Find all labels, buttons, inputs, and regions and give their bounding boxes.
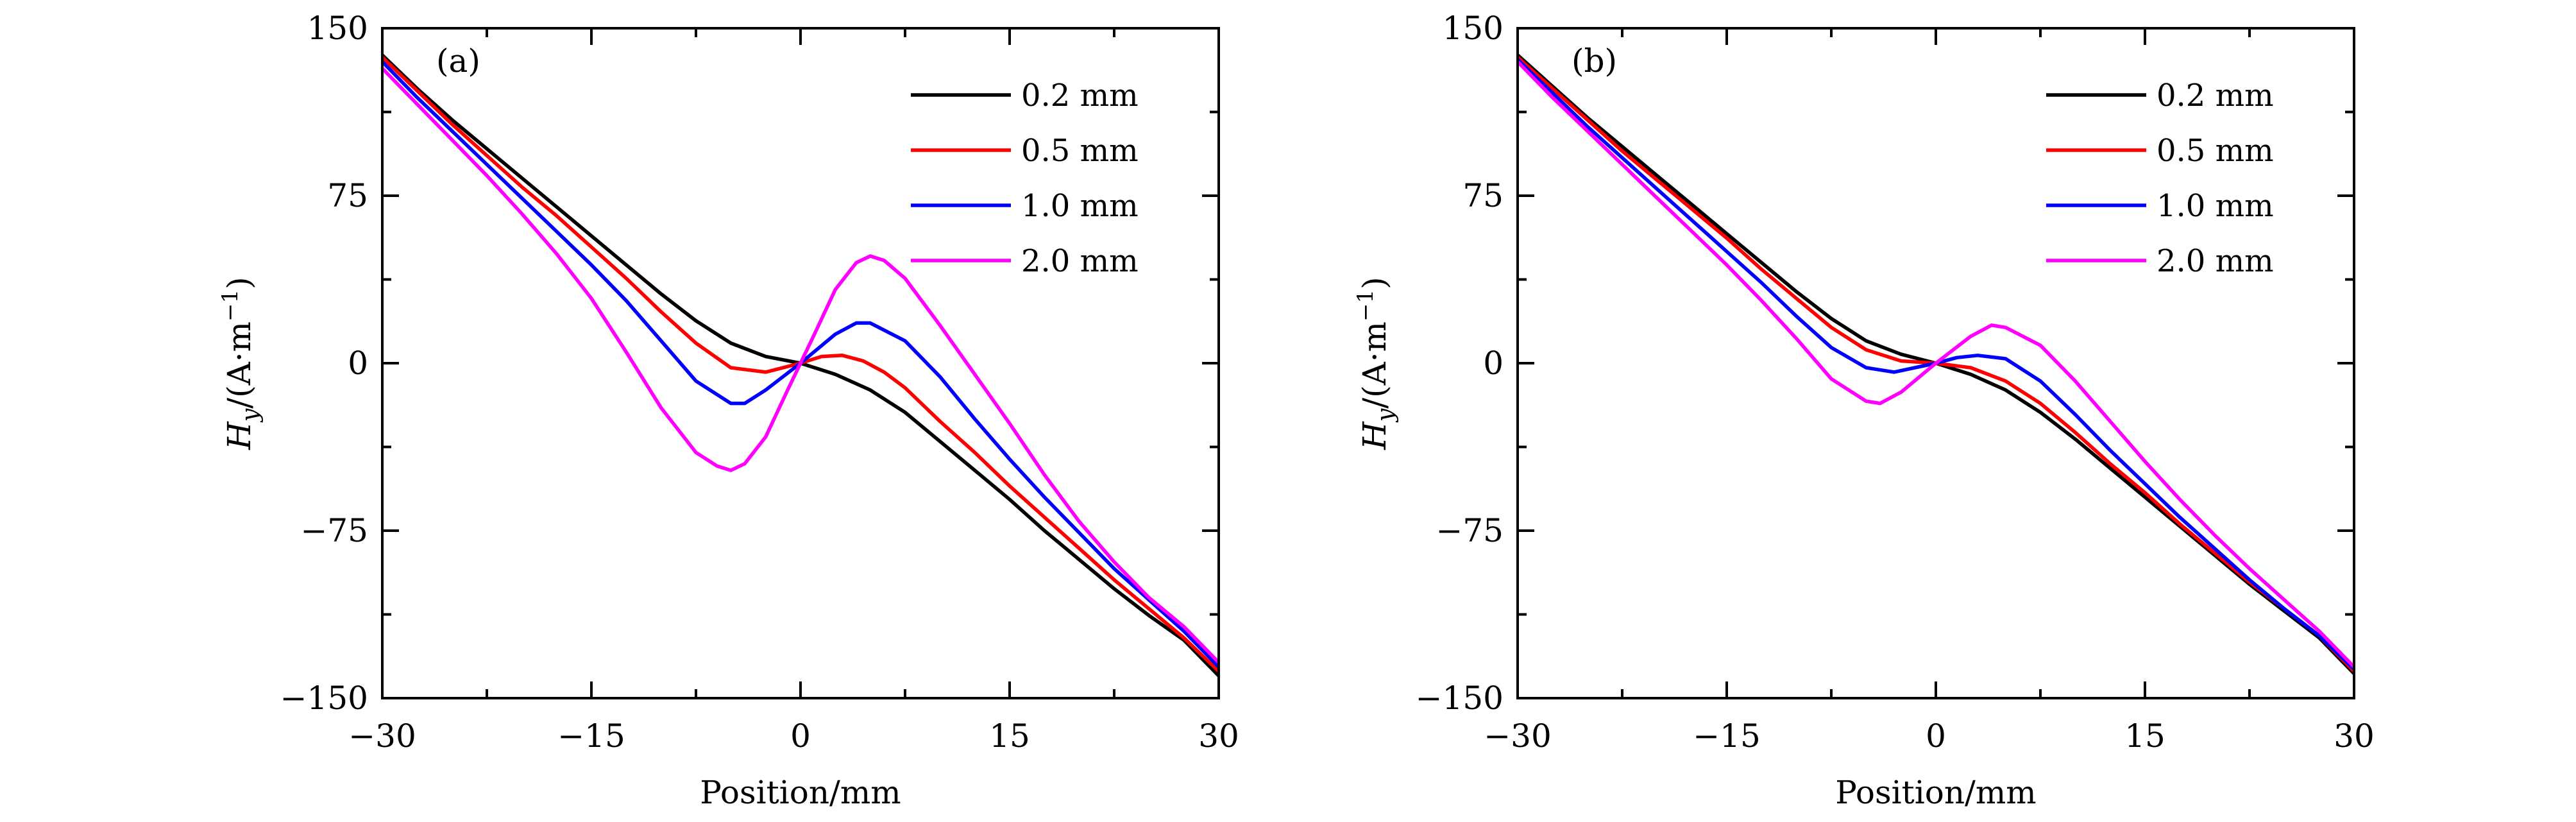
x-tick-label: 15 — [989, 717, 1030, 755]
y-tick-label: 0 — [1483, 345, 1504, 382]
y-title-superscript: −1 — [217, 289, 243, 321]
y-title-subscript: y — [237, 408, 264, 423]
legend-label: 2.0 mm — [2157, 243, 2274, 279]
x-tick-label: 0 — [1926, 717, 1946, 755]
x-axis-title: Position/mm — [1835, 774, 2036, 811]
y-tick-label: 0 — [348, 345, 368, 382]
y-title-subscript: y — [1373, 408, 1399, 423]
y-tick-label: 75 — [327, 177, 368, 214]
x-tick-label: 15 — [2124, 717, 2165, 755]
legend-label: 0.5 mm — [2157, 133, 2274, 169]
y-tick-label: 150 — [1443, 10, 1504, 47]
series-line-2-0mm — [1518, 60, 2354, 669]
y-tick-label: 75 — [1462, 177, 1504, 214]
y-tick-label: 150 — [307, 10, 368, 47]
chart-panel-b: −30 −15 0 15 30150750−75−150Position/mmHy/(A… — [1353, 10, 2375, 811]
y-axis-title: Hy/(A·m−1) — [1353, 277, 1399, 450]
x-tick-label: 0 — [790, 717, 811, 755]
x-tick-label: 30 — [1198, 717, 1239, 755]
legend-label: 1.0 mm — [2157, 188, 2274, 224]
series-line-0-5mm — [382, 55, 1219, 673]
legend-label: 0.2 mm — [1021, 78, 1139, 114]
panel-label: (a) — [436, 42, 480, 80]
y-title-unit: /(A·m — [221, 321, 258, 409]
legend-label: 2.0 mm — [1021, 243, 1139, 279]
x-tick-label: −15 — [1693, 717, 1761, 755]
y-tick-label: −150 — [280, 680, 368, 717]
y-tick-label: −75 — [1436, 512, 1504, 549]
y-title-unit: /(A·m — [1356, 321, 1393, 409]
series-line-2-0mm — [382, 66, 1219, 665]
y-axis-title: Hy/(A·m−1) — [217, 277, 264, 450]
x-tick-label: −15 — [557, 717, 625, 755]
y-title-close: ) — [221, 277, 258, 289]
chart-panel-a: −30 −15 0 15 30150750−75−150Position/mmHy/(A… — [217, 10, 1239, 811]
y-title-symbol: H — [1356, 421, 1393, 450]
y-tick-label: −75 — [300, 512, 368, 549]
x-tick-label: −30 — [348, 717, 416, 755]
y-title-superscript: −1 — [1353, 289, 1378, 321]
x-tick-label: 30 — [2334, 717, 2375, 755]
y-title-close: ) — [1356, 277, 1393, 289]
y-title-symbol: H — [221, 421, 258, 450]
panel-label: (b) — [1572, 42, 1617, 80]
legend-label: 1.0 mm — [1021, 188, 1139, 224]
x-axis-title: Position/mm — [700, 774, 901, 811]
x-tick-label: −30 — [1484, 717, 1552, 755]
legend-label: 0.5 mm — [1021, 133, 1139, 169]
legend-label: 0.2 mm — [2157, 78, 2274, 114]
y-tick-label: −150 — [1416, 680, 1504, 717]
